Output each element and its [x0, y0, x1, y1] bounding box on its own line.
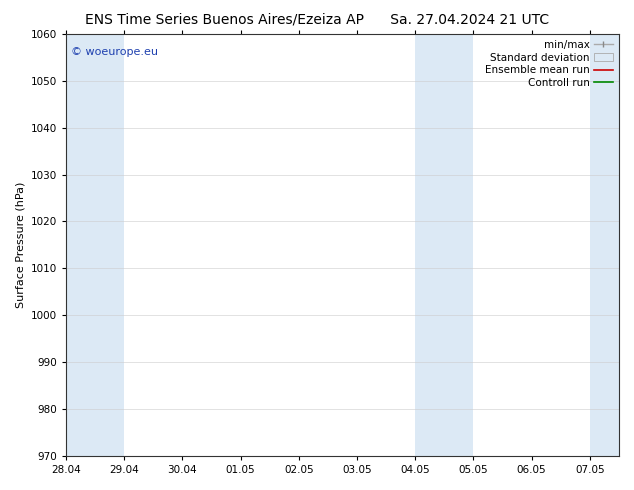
Text: © woeurope.eu: © woeurope.eu: [72, 47, 158, 56]
Bar: [66, 34, 124, 456]
Bar: [444, 34, 474, 456]
Bar: [415, 34, 444, 456]
Legend: min/max, Standard deviation, Ensemble mean run, Controll run: min/max, Standard deviation, Ensemble me…: [481, 36, 617, 92]
Bar: [590, 34, 619, 456]
Y-axis label: Surface Pressure (hPa): Surface Pressure (hPa): [15, 182, 25, 308]
Text: ENS Time Series Buenos Aires/Ezeiza AP      Sa. 27.04.2024 21 UTC: ENS Time Series Buenos Aires/Ezeiza AP S…: [85, 12, 549, 26]
